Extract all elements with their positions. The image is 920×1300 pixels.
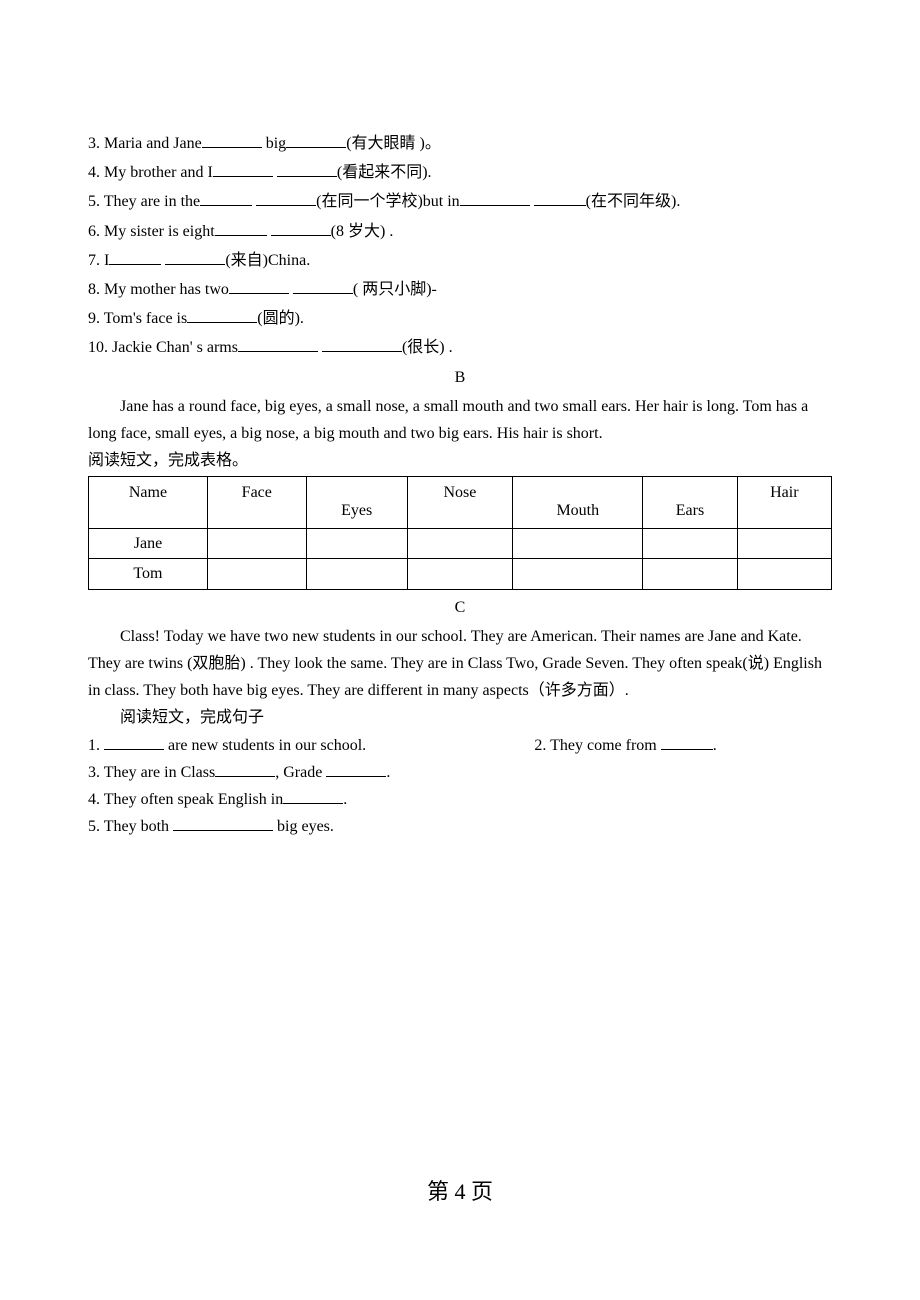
- cell[interactable]: [306, 529, 407, 559]
- fill-item-10: 10. Jackie Chan' s arms (很长) .: [88, 334, 832, 361]
- cell[interactable]: [407, 559, 513, 589]
- question-row-1-2: 1. are new students in our school. 2. Th…: [88, 732, 832, 759]
- c-q3-prefix: 3. They are in Class: [88, 764, 215, 781]
- th-hair: Hair: [737, 477, 831, 529]
- features-table: Name Face Eyes Nose Mouth Ears Hair Jane…: [88, 476, 832, 589]
- blank[interactable]: [271, 235, 331, 236]
- q8-prefix: 8. My mother has two: [88, 281, 229, 298]
- blank[interactable]: [283, 803, 343, 804]
- blank[interactable]: [229, 293, 289, 294]
- c-q5-suffix: big eyes.: [273, 818, 334, 835]
- th-ears: Ears: [643, 477, 737, 529]
- cell[interactable]: [207, 559, 306, 589]
- q3-prefix: 3. Maria and Jane: [88, 135, 202, 152]
- q7-hint: (来自)China.: [225, 252, 310, 269]
- section-b-instruction: 阅读短文，完成表格。: [88, 447, 832, 474]
- blank[interactable]: [187, 322, 257, 323]
- cell[interactable]: [643, 559, 737, 589]
- th-nose: Nose: [407, 477, 513, 529]
- q7-prefix: 7. I: [88, 252, 109, 269]
- c-q5: 5. They both big eyes.: [88, 813, 832, 840]
- q5-prefix: 5. They are in the: [88, 193, 200, 210]
- q4-hint: (看起来不同).: [337, 164, 432, 181]
- c-q2-suffix: .: [713, 737, 717, 754]
- c-q3: 3. They are in Class , Grade .: [88, 759, 832, 786]
- q10-hint: (很长) .: [402, 339, 453, 356]
- cell[interactable]: [737, 529, 831, 559]
- fill-item-5: 5. They are in the (在同一个学校)but in (在不同年级…: [88, 188, 832, 215]
- th-face: Face: [207, 477, 306, 529]
- fill-item-4: 4. My brother and I (看起来不同).: [88, 159, 832, 186]
- th-mouth: Mouth: [513, 477, 643, 529]
- c-q4-prefix: 4. They often speak English in: [88, 791, 283, 808]
- blank[interactable]: [238, 351, 318, 352]
- blank[interactable]: [256, 205, 316, 206]
- q4-prefix: 4. My brother and I: [88, 164, 213, 181]
- blank[interactable]: [104, 749, 164, 750]
- blank[interactable]: [277, 176, 337, 177]
- blank[interactable]: [200, 205, 252, 206]
- blank[interactable]: [173, 830, 273, 831]
- section-c-instruction: 阅读短文，完成句子: [88, 704, 832, 731]
- c-q5-prefix: 5. They both: [88, 818, 173, 835]
- cell[interactable]: [306, 559, 407, 589]
- c-q2-prefix: 2. They come from: [534, 737, 660, 754]
- q5-hint2: (在不同年级).: [586, 193, 681, 210]
- cell[interactable]: [407, 529, 513, 559]
- q6-prefix: 6. My sister is eight: [88, 223, 215, 240]
- c-q1-prefix: 1.: [88, 737, 104, 754]
- blank[interactable]: [109, 264, 161, 265]
- page-number: 第 4 页: [0, 1173, 920, 1210]
- blank[interactable]: [286, 147, 346, 148]
- section-c-heading: C: [88, 594, 832, 621]
- table-row: Jane: [89, 529, 832, 559]
- blank[interactable]: [213, 176, 273, 177]
- q9-hint: (圆的).: [257, 310, 304, 327]
- cell[interactable]: [513, 559, 643, 589]
- blank[interactable]: [293, 293, 353, 294]
- blank[interactable]: [460, 205, 530, 206]
- section-b-heading: B: [88, 364, 832, 391]
- c-q4-suffix: .: [343, 791, 347, 808]
- fill-item-9: 9. Tom's face is (圆的).: [88, 305, 832, 332]
- q9-prefix: 9. Tom's face is: [88, 310, 187, 327]
- row-name: Tom: [89, 559, 208, 589]
- c-q3-suffix: .: [386, 764, 390, 781]
- th-name: Name: [89, 477, 208, 529]
- cell[interactable]: [643, 529, 737, 559]
- row-name: Jane: [89, 529, 208, 559]
- q3-mid: big: [262, 135, 286, 152]
- blank[interactable]: [661, 749, 713, 750]
- table-row: Tom: [89, 559, 832, 589]
- blank[interactable]: [202, 147, 262, 148]
- q3-hint: (有大眼睛 )。: [346, 135, 441, 152]
- c-q4: 4. They often speak English in.: [88, 786, 832, 813]
- fill-item-6: 6. My sister is eight (8 岁大) .: [88, 218, 832, 245]
- table-header-row: Name Face Eyes Nose Mouth Ears Hair: [89, 477, 832, 529]
- c-q3-mid: , Grade: [275, 764, 326, 781]
- cell[interactable]: [513, 529, 643, 559]
- blank[interactable]: [215, 776, 275, 777]
- cell[interactable]: [207, 529, 306, 559]
- q10-prefix: 10. Jackie Chan' s arms: [88, 339, 238, 356]
- q5-hint1: (在同一个学校)but in: [316, 193, 460, 210]
- q8-hint: ( 两只小脚)-: [353, 281, 437, 298]
- blank[interactable]: [322, 351, 402, 352]
- section-b-passage: Jane has a round face, big eyes, a small…: [88, 393, 832, 447]
- c-q2: 2. They come from .: [534, 732, 716, 759]
- blank[interactable]: [534, 205, 586, 206]
- fill-item-3: 3. Maria and Jane big (有大眼睛 )。: [88, 130, 832, 157]
- c-q1-suffix: are new students in our school.: [164, 737, 366, 754]
- fill-item-8: 8. My mother has two ( 两只小脚)-: [88, 276, 832, 303]
- cell[interactable]: [737, 559, 831, 589]
- section-c-passage: Class! Today we have two new students in…: [88, 623, 832, 705]
- fill-item-7: 7. I (来自)China.: [88, 247, 832, 274]
- c-q1: 1. are new students in our school.: [88, 732, 534, 759]
- q6-hint: (8 岁大) .: [331, 223, 394, 240]
- blank[interactable]: [165, 264, 225, 265]
- blank[interactable]: [215, 235, 267, 236]
- blank[interactable]: [326, 776, 386, 777]
- th-eyes: Eyes: [306, 477, 407, 529]
